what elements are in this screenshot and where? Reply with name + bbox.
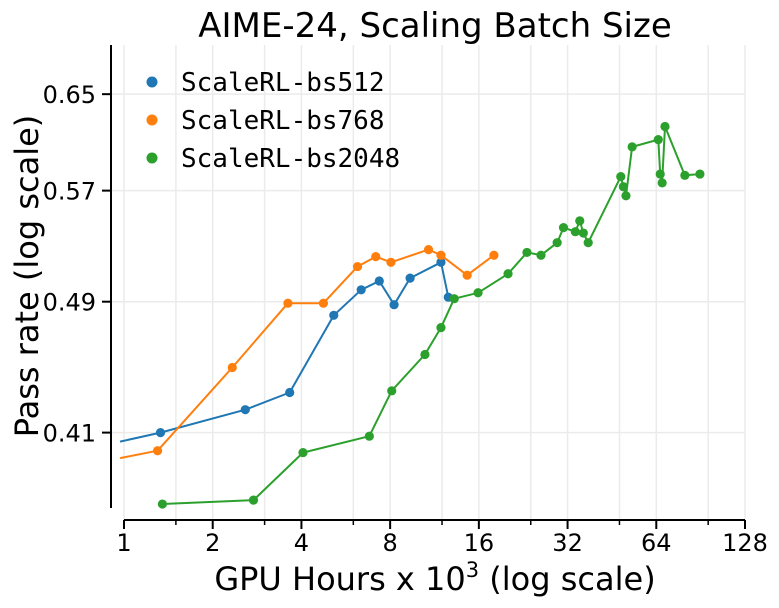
data-point bbox=[436, 257, 446, 267]
grid-lines bbox=[111, 45, 746, 520]
data-point bbox=[298, 447, 308, 458]
data-point bbox=[371, 252, 381, 262]
data-point bbox=[352, 261, 363, 272]
data-point bbox=[285, 387, 295, 398]
legend-marker bbox=[146, 114, 158, 126]
data-point bbox=[389, 300, 399, 310]
data-point bbox=[695, 169, 705, 179]
data-point bbox=[653, 135, 663, 145]
data-point bbox=[627, 142, 637, 152]
data-point bbox=[616, 171, 626, 182]
legend-label: ScaleRL-bs512 bbox=[181, 68, 385, 98]
data-point bbox=[655, 169, 665, 179]
data-point bbox=[436, 323, 446, 333]
data-point bbox=[657, 178, 667, 188]
x-tick-label: 2 bbox=[205, 529, 220, 557]
data-point bbox=[364, 431, 374, 441]
x-tick-label: 32 bbox=[552, 529, 583, 557]
data-point bbox=[329, 310, 339, 320]
data-point bbox=[227, 362, 237, 373]
x-axis-label-exponent: 3 bbox=[466, 558, 479, 582]
chart-title: AIME-24, Scaling Batch Size bbox=[198, 6, 672, 46]
x-axis-label-tail: (log scale) bbox=[479, 560, 656, 598]
series-layer bbox=[119, 121, 705, 509]
data-point bbox=[489, 250, 499, 260]
data-point bbox=[157, 499, 168, 509]
data-point bbox=[436, 250, 446, 260]
legend-marker bbox=[146, 152, 158, 164]
x-tick-label: 64 bbox=[641, 529, 672, 557]
series-ScaleRL-bs2048 bbox=[157, 121, 705, 509]
series-line bbox=[119, 261, 450, 443]
data-point bbox=[522, 247, 532, 258]
data-point bbox=[575, 216, 585, 226]
y-tick-label: 0.57 bbox=[43, 178, 96, 206]
y-tick-label: 0.41 bbox=[43, 420, 96, 448]
data-point bbox=[621, 191, 631, 201]
data-point bbox=[680, 170, 690, 180]
data-point bbox=[155, 428, 166, 438]
x-tick-label: 16 bbox=[464, 529, 495, 557]
legend-label: ScaleRL-bs2048 bbox=[181, 144, 400, 174]
data-point bbox=[660, 121, 670, 132]
series-ScaleRL-bs768 bbox=[119, 245, 499, 460]
data-point bbox=[583, 238, 593, 248]
x-tick-label: 128 bbox=[722, 529, 768, 557]
data-point bbox=[240, 405, 250, 415]
data-point bbox=[356, 285, 366, 295]
x-axis-label-main: GPU Hours x 10 bbox=[214, 560, 465, 598]
y-tick-label: 0.49 bbox=[43, 289, 96, 317]
data-point bbox=[318, 298, 329, 308]
series-line bbox=[119, 248, 495, 460]
data-point bbox=[503, 269, 513, 279]
y-axis-label: Pass rate (log scale) bbox=[8, 115, 46, 438]
legend-marker bbox=[146, 76, 158, 88]
data-point bbox=[552, 238, 562, 248]
data-point bbox=[152, 446, 163, 456]
series-ScaleRL-bs512 bbox=[119, 257, 453, 443]
x-axis-label: GPU Hours x 103 (log scale) bbox=[214, 558, 655, 598]
y-tick-label: 0.65 bbox=[43, 81, 96, 109]
data-point bbox=[558, 223, 569, 233]
legend-label: ScaleRL-bs768 bbox=[181, 106, 385, 136]
legend: ScaleRL-bs512 ScaleRL-bs768 ScaleRL-bs2048 bbox=[146, 68, 400, 174]
series-line bbox=[162, 125, 700, 505]
x-tick-label: 8 bbox=[383, 529, 398, 557]
ticks: 1 2 4 8 16 32 64 128 0.41 0.49 0.57 0.65 bbox=[43, 81, 768, 557]
data-point bbox=[449, 294, 459, 304]
data-point bbox=[386, 257, 396, 267]
data-point bbox=[283, 298, 293, 308]
data-point bbox=[618, 182, 629, 192]
data-point bbox=[374, 276, 384, 286]
data-point bbox=[570, 227, 580, 237]
data-point bbox=[473, 288, 483, 298]
data-point bbox=[423, 245, 434, 255]
data-point bbox=[420, 349, 430, 360]
axes bbox=[110, 45, 745, 521]
x-tick-label: 4 bbox=[294, 529, 309, 557]
data-point bbox=[462, 270, 472, 280]
data-point bbox=[387, 386, 397, 396]
data-point bbox=[248, 495, 259, 505]
data-point bbox=[578, 228, 588, 238]
data-point bbox=[536, 250, 546, 260]
data-point bbox=[405, 273, 415, 283]
x-tick-label: 1 bbox=[116, 529, 131, 557]
